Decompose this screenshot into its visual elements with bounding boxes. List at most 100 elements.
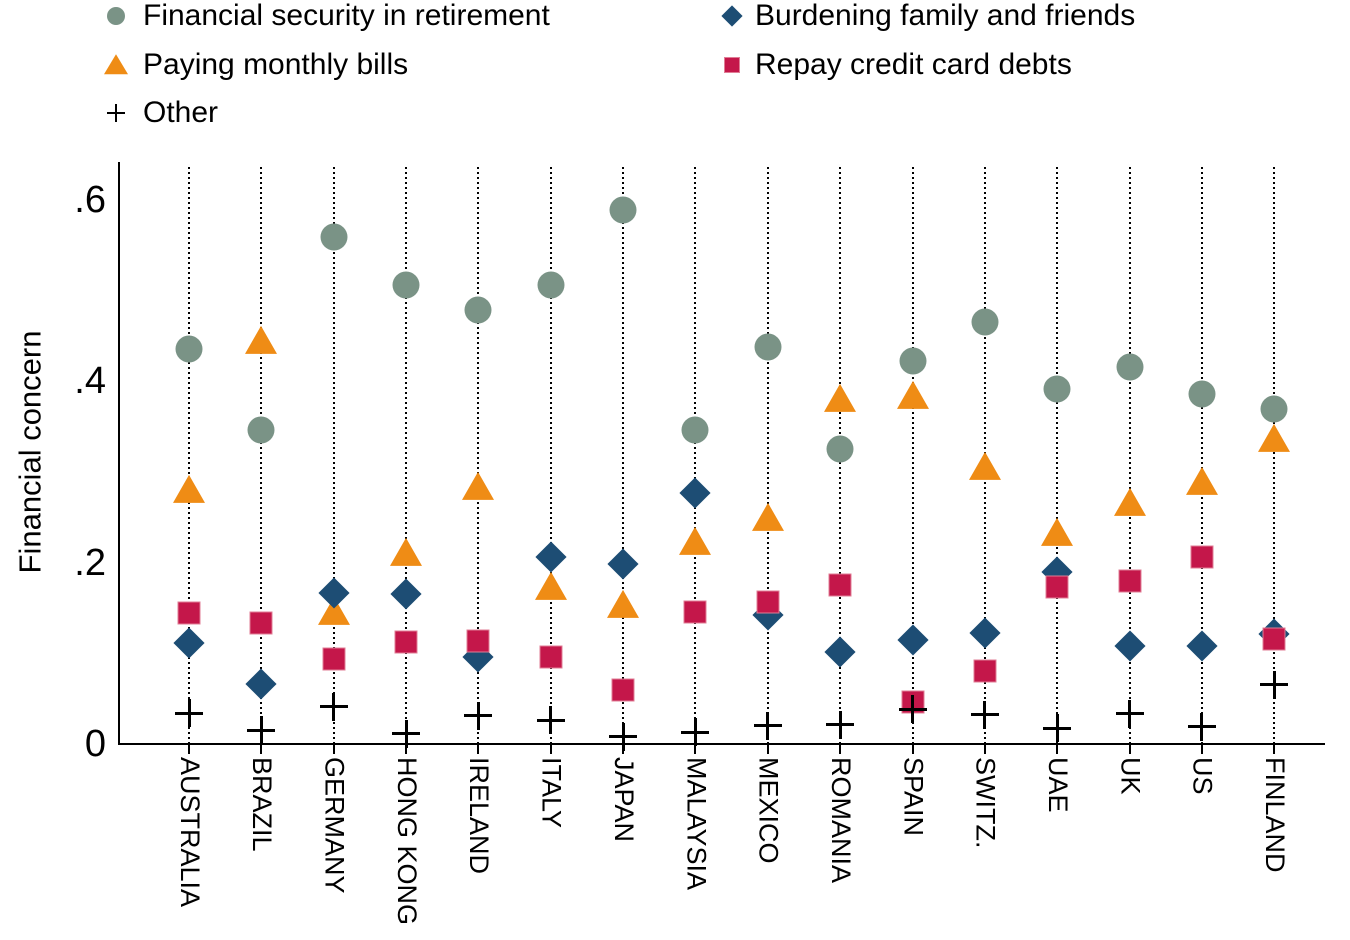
marker-square	[973, 659, 997, 683]
marker-square	[466, 629, 490, 653]
x-axis-tick	[1200, 745, 1203, 754]
marker-circle	[320, 223, 348, 251]
legend-triangle-icon	[104, 54, 128, 75]
marker-plus	[1043, 714, 1072, 743]
marker-square	[249, 611, 273, 635]
x-axis-tick	[260, 745, 263, 754]
x-tick-label: ITALY	[536, 757, 567, 829]
marker-square	[177, 601, 201, 625]
gridline	[911, 167, 914, 743]
legend-label: Repay credit card debts	[755, 48, 1072, 81]
marker-diamond	[245, 668, 277, 700]
marker-diamond	[1113, 630, 1146, 662]
marker-circle	[464, 296, 492, 324]
marker-diamond	[535, 541, 567, 573]
marker-diamond	[969, 617, 1001, 649]
marker-square	[828, 573, 852, 597]
x-tick-label: MALAYSIA	[681, 757, 712, 891]
marker-circle	[971, 308, 999, 336]
marker-square	[394, 630, 418, 654]
gridline	[766, 167, 769, 743]
marker-square	[539, 645, 563, 669]
marker-square	[1262, 627, 1286, 651]
marker-circle	[537, 271, 565, 299]
y-tick-label: .2	[74, 541, 106, 584]
x-axis-tick	[911, 745, 914, 754]
x-tick-label: SPAIN	[898, 757, 929, 837]
marker-square	[756, 590, 780, 614]
marker-plus	[392, 719, 421, 748]
marker-square	[683, 600, 707, 624]
gridline	[260, 167, 263, 743]
x-axis-tick	[694, 745, 697, 754]
marker-circle	[1188, 380, 1216, 408]
marker-plus	[175, 699, 203, 728]
y-tick-label: 0	[84, 723, 106, 765]
marker-plus	[464, 701, 493, 730]
marker-circle	[175, 335, 203, 363]
marker-plus	[1187, 712, 1216, 741]
legend-plus-icon	[107, 104, 125, 122]
marker-triangle	[968, 451, 1001, 480]
gridline	[622, 167, 625, 743]
x-tick-label: BRAZIL	[247, 757, 278, 852]
x-tick-label: IRELAND	[464, 757, 495, 875]
marker-diamond	[390, 578, 422, 610]
marker-circle	[392, 271, 420, 299]
y-tick-label: .6	[74, 179, 106, 222]
x-axis-tick	[1128, 745, 1131, 754]
marker-triangle	[173, 474, 205, 503]
x-tick-label: HONG KONG	[391, 757, 422, 926]
marker-square	[1045, 575, 1069, 599]
x-tick-label: JAPAN	[608, 757, 639, 843]
marker-diamond	[824, 636, 856, 668]
x-tick-label: ROMANIA	[825, 757, 856, 884]
legend-square-icon	[724, 57, 740, 73]
gridline	[1273, 167, 1276, 743]
x-axis-tick	[1056, 745, 1059, 754]
marker-circle	[247, 416, 275, 444]
legend-circle-icon	[107, 7, 125, 25]
marker-plus	[609, 722, 638, 751]
x-axis-tick	[549, 745, 552, 754]
x-axis-tick	[983, 745, 986, 754]
marker-plus	[247, 716, 276, 745]
marker-circle	[609, 196, 637, 224]
x-axis-tick	[477, 745, 480, 754]
marker-circle	[681, 416, 709, 444]
legend-diamond-icon	[721, 5, 743, 27]
marker-circle	[826, 435, 854, 463]
x-tick-label: GERMANY	[319, 757, 350, 894]
marker-triangle	[534, 571, 567, 600]
x-tick-label: SWITZ.	[970, 757, 1001, 849]
marker-diamond	[607, 548, 639, 580]
x-tick-label: US	[1187, 757, 1218, 795]
marker-square	[1118, 569, 1142, 593]
marker-circle	[1116, 353, 1144, 381]
x-axis-tick	[1273, 745, 1276, 754]
marker-plus	[826, 710, 855, 739]
x-axis-tick	[839, 745, 842, 754]
marker-triangle	[679, 526, 712, 555]
marker-triangle	[1258, 424, 1291, 453]
x-tick-label: UK	[1115, 757, 1146, 795]
marker-square	[1190, 545, 1214, 569]
x-axis-tick	[332, 745, 335, 754]
marker-triangle	[1185, 466, 1218, 495]
legend-label: Paying monthly bills	[143, 48, 409, 81]
marker-plus	[753, 711, 782, 740]
marker-triangle	[751, 503, 784, 532]
legend-label: Burdening family and friends	[755, 0, 1136, 32]
gridline	[549, 167, 552, 743]
marker-plus	[1260, 670, 1289, 699]
y-tick-label: .4	[74, 360, 106, 403]
marker-plus	[319, 692, 348, 721]
marker-circle	[899, 347, 926, 375]
marker-triangle	[462, 472, 495, 501]
gridline	[332, 167, 335, 743]
marker-diamond	[1186, 630, 1218, 662]
legend-label: Financial security in retirement	[143, 0, 550, 32]
marker-triangle	[896, 380, 929, 409]
marker-triangle	[245, 325, 278, 354]
